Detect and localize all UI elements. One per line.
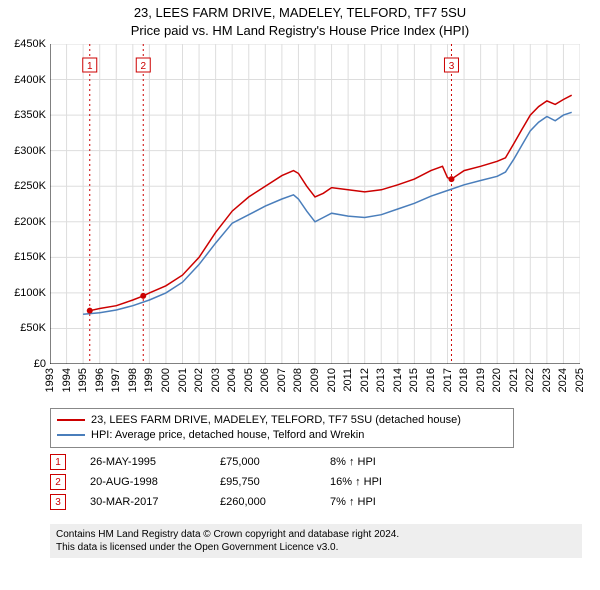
x-tick-label: 2013 xyxy=(375,368,387,392)
y-tick-label: £100K xyxy=(14,287,50,299)
sale-date: 30-MAR-2017 xyxy=(90,496,220,508)
x-tick-label: 2009 xyxy=(309,368,321,392)
x-tick-label: 2006 xyxy=(259,368,271,392)
x-tick-label: 2025 xyxy=(574,368,586,392)
x-tick-label: 2019 xyxy=(475,368,487,392)
x-tick-label: 1993 xyxy=(44,368,56,392)
legend-box: 23, LEES FARM DRIVE, MADELEY, TELFORD, T… xyxy=(50,408,514,448)
legend-label: HPI: Average price, detached house, Telf… xyxy=(91,428,364,443)
attribution-box: Contains HM Land Registry data © Crown c… xyxy=(50,524,582,558)
legend-swatch xyxy=(57,434,85,436)
x-tick-label: 1995 xyxy=(77,368,89,392)
sales-row: 1 26-MAY-1995£75,0008% ↑ HPI xyxy=(50,452,450,472)
x-tick-label: 2020 xyxy=(491,368,503,392)
svg-text:1: 1 xyxy=(87,61,93,72)
sale-diff: 8% ↑ HPI xyxy=(330,456,450,468)
sale-diff: 16% ↑ HPI xyxy=(330,476,450,488)
x-tick-label: 1999 xyxy=(143,368,155,392)
chart-title-block: 23, LEES FARM DRIVE, MADELEY, TELFORD, T… xyxy=(0,0,600,39)
svg-text:2: 2 xyxy=(140,61,146,72)
sale-price: £260,000 xyxy=(220,496,330,508)
sale-date: 26-MAY-1995 xyxy=(90,456,220,468)
x-tick-label: 2017 xyxy=(442,368,454,392)
sale-price: £75,000 xyxy=(220,456,330,468)
x-tick-label: 1994 xyxy=(61,368,73,392)
x-tick-label: 2007 xyxy=(276,368,288,392)
x-tick-label: 2022 xyxy=(524,368,536,392)
x-tick-label: 2000 xyxy=(160,368,172,392)
x-tick-label: 2001 xyxy=(177,368,189,392)
x-tick-label: 1996 xyxy=(94,368,106,392)
x-tick-label: 1997 xyxy=(110,368,122,392)
y-tick-label: £50K xyxy=(20,322,50,334)
y-tick-label: £250K xyxy=(14,180,50,192)
x-tick-label: 2012 xyxy=(359,368,371,392)
x-tick-label: 2021 xyxy=(508,368,520,392)
y-tick-label: £200K xyxy=(14,216,50,228)
x-tick-label: 2023 xyxy=(541,368,553,392)
attribution-line2: This data is licensed under the Open Gov… xyxy=(56,541,576,554)
x-tick-label: 2005 xyxy=(243,368,255,392)
y-tick-label: £400K xyxy=(14,74,50,86)
sale-marker: 2 xyxy=(50,474,66,490)
x-tick-label: 2004 xyxy=(226,368,238,392)
x-tick-label: 2002 xyxy=(193,368,205,392)
y-tick-label: £150K xyxy=(14,251,50,263)
x-tick-label: 2010 xyxy=(326,368,338,392)
y-tick-label: £300K xyxy=(14,145,50,157)
sale-price: £95,750 xyxy=(220,476,330,488)
x-tick-label: 2011 xyxy=(342,368,354,392)
x-tick-label: 2024 xyxy=(557,368,569,392)
legend-row: 23, LEES FARM DRIVE, MADELEY, TELFORD, T… xyxy=(57,413,507,428)
x-tick-label: 2014 xyxy=(392,368,404,392)
attribution-line1: Contains HM Land Registry data © Crown c… xyxy=(56,528,576,541)
sale-diff: 7% ↑ HPI xyxy=(330,496,450,508)
sale-marker: 3 xyxy=(50,494,66,510)
y-tick-label: £350K xyxy=(14,109,50,121)
x-tick-label: 2018 xyxy=(458,368,470,392)
legend-swatch xyxy=(57,419,85,421)
sales-table: 1 26-MAY-1995£75,0008% ↑ HPI 2 20-AUG-1998£… xyxy=(50,452,450,512)
chart-title-line2: Price paid vs. HM Land Registry's House … xyxy=(0,22,600,40)
sales-row: 3 30-MAR-2017£260,0007% ↑ HPI xyxy=(50,492,450,512)
x-tick-label: 1998 xyxy=(127,368,139,392)
sale-marker: 1 xyxy=(50,454,66,470)
x-tick-label: 2015 xyxy=(408,368,420,392)
legend-row: HPI: Average price, detached house, Telf… xyxy=(57,428,507,443)
chart-title-line1: 23, LEES FARM DRIVE, MADELEY, TELFORD, T… xyxy=(0,4,600,22)
chart-svg: 1 2 3 xyxy=(50,44,580,364)
y-tick-label: £450K xyxy=(14,38,50,50)
sale-date: 20-AUG-1998 xyxy=(90,476,220,488)
x-tick-label: 2003 xyxy=(210,368,222,392)
x-tick-label: 2008 xyxy=(292,368,304,392)
x-tick-label: 2016 xyxy=(425,368,437,392)
legend-label: 23, LEES FARM DRIVE, MADELEY, TELFORD, T… xyxy=(91,413,461,428)
sales-row: 2 20-AUG-1998£95,75016% ↑ HPI xyxy=(50,472,450,492)
svg-text:3: 3 xyxy=(449,61,455,72)
